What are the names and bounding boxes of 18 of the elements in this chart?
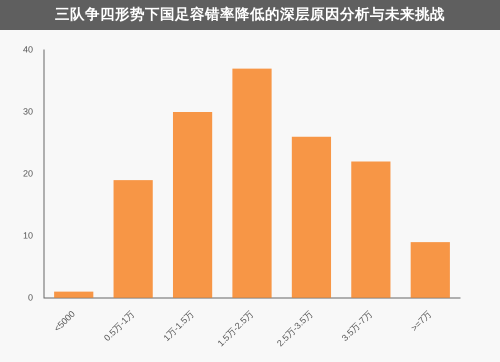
x-tick-label: 3.5万-7万 — [340, 308, 374, 344]
bar — [172, 112, 212, 298]
bar — [410, 242, 450, 298]
x-tick-label: 1.5万-2.5万 — [216, 308, 256, 348]
x-tick-label: 2.5万-3.5万 — [274, 308, 315, 348]
y-tick-label: 40 — [22, 44, 34, 54]
x-tick-label: 0.5万-1万 — [102, 308, 136, 344]
y-tick-label: 30 — [22, 106, 34, 116]
bar — [351, 162, 390, 298]
x-tick-label: 1万-1.5万 — [161, 308, 196, 344]
bar — [54, 292, 94, 298]
bar — [114, 180, 153, 298]
y-tick-label: 10 — [22, 230, 34, 240]
bar — [232, 68, 272, 298]
y-tick-label: 20 — [22, 168, 34, 178]
bar — [292, 136, 332, 298]
y-tick-label: 0 — [28, 292, 34, 302]
chart-title: 三队争四形势下国足容错率降低的深层原因分析与未来挑战 — [0, 0, 500, 30]
